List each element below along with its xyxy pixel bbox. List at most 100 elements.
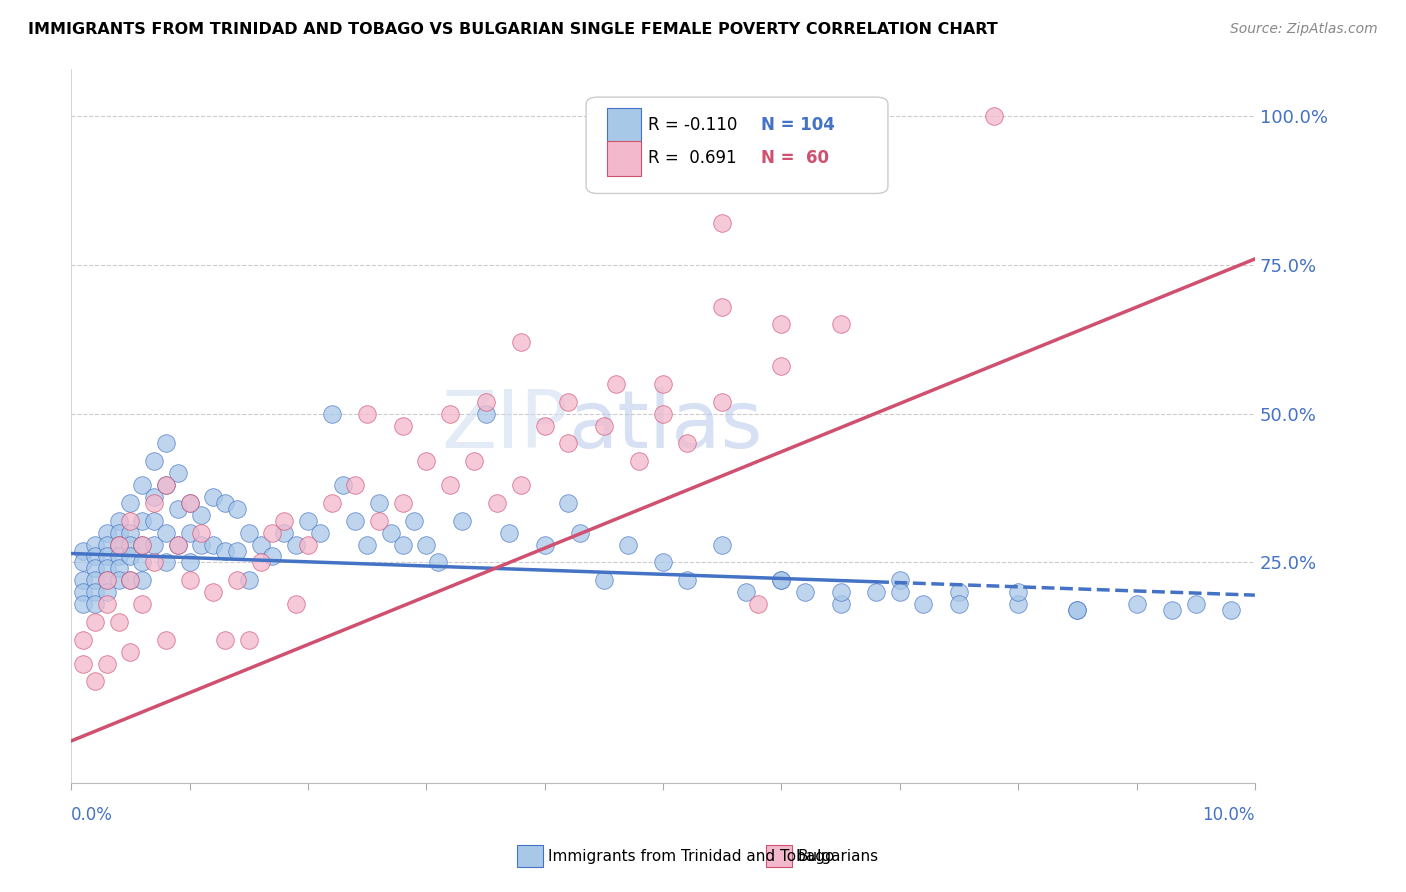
Point xyxy=(830,318,852,332)
Point xyxy=(711,394,734,409)
Point xyxy=(84,549,107,564)
Point xyxy=(711,216,734,230)
Point xyxy=(120,574,142,588)
Point xyxy=(84,561,107,575)
Point xyxy=(166,537,188,551)
Point xyxy=(830,597,852,611)
Text: R = -0.110: R = -0.110 xyxy=(648,116,737,134)
Point xyxy=(179,525,201,540)
Point xyxy=(747,597,769,611)
Point xyxy=(179,496,201,510)
Point xyxy=(202,585,225,599)
Point xyxy=(356,407,378,421)
Point xyxy=(107,574,129,588)
Point xyxy=(131,556,153,570)
Point xyxy=(84,574,107,588)
Point xyxy=(533,537,555,551)
Point xyxy=(107,561,129,575)
Point xyxy=(96,561,118,575)
Point xyxy=(226,574,249,588)
Point xyxy=(96,585,118,599)
Point xyxy=(84,585,107,599)
Point xyxy=(1220,603,1243,617)
Point xyxy=(155,632,177,647)
Bar xyxy=(607,108,641,142)
Point xyxy=(155,556,177,570)
Point xyxy=(143,514,166,528)
Point xyxy=(652,556,675,570)
Point xyxy=(214,632,236,647)
Point xyxy=(415,454,437,468)
Point xyxy=(107,514,129,528)
Point xyxy=(356,537,378,551)
Point xyxy=(155,436,177,450)
Point xyxy=(770,574,793,588)
Point xyxy=(143,490,166,504)
Point xyxy=(96,574,118,588)
Point xyxy=(131,537,153,551)
Point xyxy=(84,597,107,611)
Point xyxy=(1066,603,1088,617)
Point xyxy=(391,418,413,433)
Point xyxy=(948,585,970,599)
Text: Source: ZipAtlas.com: Source: ZipAtlas.com xyxy=(1230,22,1378,37)
Point xyxy=(297,514,319,528)
Point xyxy=(131,537,153,551)
Point xyxy=(72,585,94,599)
Point xyxy=(143,537,166,551)
Point xyxy=(1066,603,1088,617)
Point xyxy=(404,514,426,528)
Point xyxy=(131,514,153,528)
Point xyxy=(770,318,793,332)
Point xyxy=(179,574,201,588)
Y-axis label: Single Female Poverty: Single Female Poverty xyxy=(0,334,8,518)
Point xyxy=(107,525,129,540)
Point xyxy=(1007,585,1029,599)
Point xyxy=(557,436,579,450)
Point xyxy=(628,454,651,468)
Point xyxy=(273,525,295,540)
Point xyxy=(120,496,142,510)
Point xyxy=(96,574,118,588)
Text: 10.0%: 10.0% xyxy=(1202,806,1256,824)
Point xyxy=(72,657,94,671)
Point xyxy=(415,537,437,551)
Point xyxy=(889,585,911,599)
Point xyxy=(285,597,308,611)
Point xyxy=(107,549,129,564)
Point xyxy=(391,496,413,510)
Point xyxy=(592,574,614,588)
Point xyxy=(155,525,177,540)
Point xyxy=(84,674,107,689)
Point xyxy=(1007,597,1029,611)
Point xyxy=(120,645,142,659)
Point xyxy=(652,407,675,421)
Point xyxy=(179,556,201,570)
Point xyxy=(533,418,555,433)
Point xyxy=(262,549,284,564)
FancyBboxPatch shape xyxy=(586,97,889,194)
Point xyxy=(202,490,225,504)
Point xyxy=(450,514,472,528)
Point xyxy=(120,514,142,528)
Point xyxy=(214,543,236,558)
Point xyxy=(84,615,107,629)
Point xyxy=(120,549,142,564)
Point xyxy=(344,514,367,528)
Point xyxy=(569,525,592,540)
Point xyxy=(107,615,129,629)
Point xyxy=(214,496,236,510)
Point xyxy=(983,109,1005,123)
Point xyxy=(273,514,295,528)
Point xyxy=(794,585,817,599)
Point xyxy=(120,525,142,540)
Point xyxy=(830,585,852,599)
Point xyxy=(510,335,533,350)
Point xyxy=(285,537,308,551)
Point xyxy=(557,496,579,510)
Text: atlas: atlas xyxy=(568,386,762,465)
Text: IMMIGRANTS FROM TRINIDAD AND TOBAGO VS BULGARIAN SINGLE FEMALE POVERTY CORRELATI: IMMIGRANTS FROM TRINIDAD AND TOBAGO VS B… xyxy=(28,22,998,37)
Point xyxy=(84,537,107,551)
Point xyxy=(166,466,188,480)
Point xyxy=(96,549,118,564)
